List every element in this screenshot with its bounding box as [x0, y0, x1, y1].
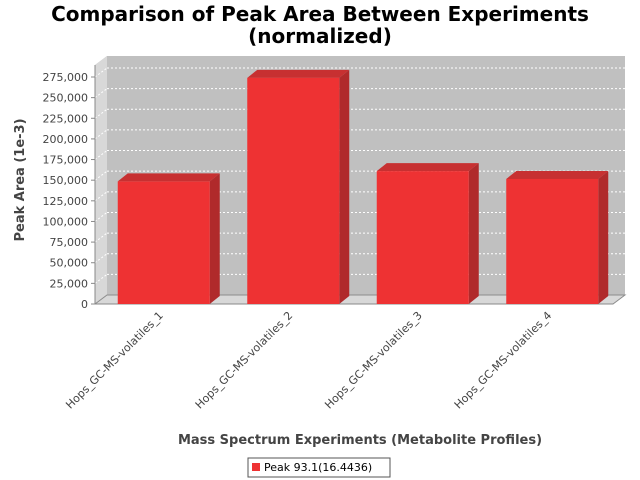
bar-side-3: [468, 163, 479, 304]
gridline-wall-10: [94, 88, 108, 99]
x-axis-label: Mass Spectrum Experiments (Metabolite Pr…: [178, 433, 542, 448]
y-tick-label-11: 275,000: [43, 71, 89, 84]
y-tick-label-2: 50,000: [50, 257, 89, 270]
bar-side-4: [598, 170, 609, 304]
y-tick-label-1: 25,000: [50, 277, 89, 290]
gridline-wall-8: [94, 129, 108, 140]
gridline-wall-11: [94, 67, 108, 78]
x-tick-label-4: Hops_GC-MS-volatiles_4: [452, 309, 555, 412]
bar-3: [376, 171, 469, 304]
gridline-wall-7: [94, 150, 108, 160]
y-tick-label-6: 150,000: [43, 174, 89, 187]
y-tick-label-10: 250,000: [43, 92, 89, 105]
y-tick-label-5: 125,000: [43, 195, 89, 208]
y-axis-label: Peak Area (1e-3): [13, 118, 28, 241]
x-tick-label-3: Hops_GC-MS-volatiles_3: [322, 309, 425, 412]
gridline-wall-3: [94, 232, 108, 243]
bar-top-1: [117, 173, 220, 182]
gridline-wall-5: [94, 191, 108, 202]
bar-top-3: [376, 163, 479, 172]
y-tick-label-0: 0: [81, 298, 88, 311]
y-tick-label-7: 175,000: [43, 154, 89, 167]
bar-1: [117, 181, 210, 304]
legend: Peak 93.1(16.4436): [247, 457, 391, 478]
x-tick-label-2: Hops_GC-MS-volatiles_2: [193, 309, 296, 412]
gridline-wall-6: [94, 170, 108, 181]
bar-top-2: [247, 69, 350, 78]
y-tick-label-8: 200,000: [43, 133, 89, 146]
x-tick-label-1: Hops_GC-MS-volatiles_1: [63, 309, 166, 412]
gridline-wall-4: [94, 212, 108, 222]
y-tick-label-3: 75,000: [50, 236, 89, 249]
bar-2: [247, 77, 340, 304]
bar-side-1: [209, 173, 220, 304]
y-tick-label-4: 100,000: [43, 215, 89, 228]
plot-background: [95, 56, 625, 304]
gridline-wall-1: [94, 273, 108, 284]
bar-4: [506, 178, 599, 304]
bar-top-4: [506, 170, 609, 179]
chart-title-line-1: Comparison of Peak Area Between Experime…: [51, 2, 589, 26]
y-tick-label-9: 225,000: [43, 112, 89, 125]
legend-box: [247, 457, 391, 478]
bar-side-2: [339, 69, 350, 304]
plot-left-wall: [95, 56, 107, 304]
gridline-wall-9: [94, 108, 108, 119]
gridline-wall-2: [94, 253, 108, 264]
legend-swatch: [252, 463, 260, 471]
chart-title-line-2: (normalized): [248, 24, 392, 48]
legend-label: Peak 93.1(16.4436): [264, 461, 372, 474]
